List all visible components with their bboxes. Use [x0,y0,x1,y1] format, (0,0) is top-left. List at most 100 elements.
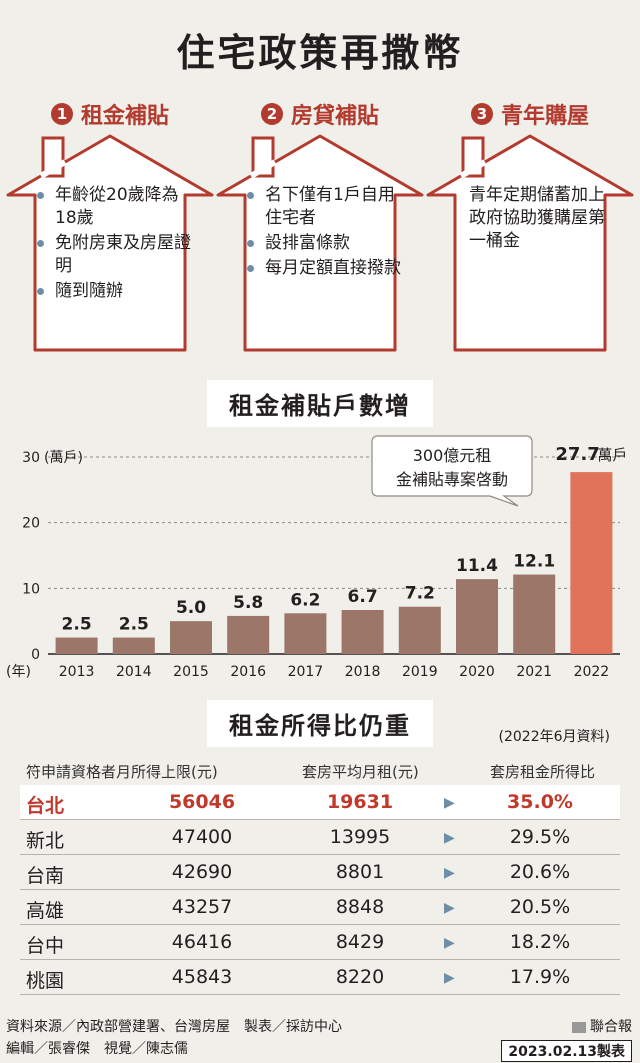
bar [170,621,212,654]
house-icon [216,134,424,352]
policy-text: 青年定期儲蓄加上政府協助獲購屋第一桶金 [455,184,620,253]
bar [284,613,327,654]
bullet-item: 設排富條款 [245,232,410,255]
income-cell: 42690 [171,861,233,883]
income-cell: 47400 [171,826,233,848]
y-tick-label: 0 [31,647,40,663]
header-rent: 套房平均月租(元) [302,763,419,781]
x-tick-label: 2019 [402,664,438,680]
policy-bullets: 年齡從20歲降為18歲 免附房東及房屋證明 隨到隨辦 [35,184,200,305]
date-stamp: 2023.02.13製表 [501,1040,632,1062]
ratio-cell: 20.6% [509,861,571,883]
city-cell: 台南 [26,865,65,887]
data-label: 6.2 [290,590,320,610]
income-cell: 45843 [171,966,233,988]
bullet-item: 年齡從20歲降為18歲 [35,184,200,230]
table-row: 台南 42690 8801 ▶ 20.6% [20,855,620,890]
editor-line: 編輯／張睿傑 視覺／陳志儒 [6,1041,188,1057]
bar-chart: 0 10 20 30 (萬戶) (年) 2013 2.5 2014 2.5 2015 5.0 2016 5… [6,435,627,680]
number-badge: 3 [470,103,493,125]
x-tick-label: 2021 [516,664,552,680]
bar [112,637,155,654]
house-icon [6,134,214,352]
city-cell: 台中 [26,935,65,957]
x-tick-label: 2016 [230,664,266,680]
rent-ratio-table: 符申請資格者月所得上限(元) 套房平均月租(元) 套房租金所得比 台北 5604… [20,755,620,995]
y-tick-label: 30 [22,450,40,466]
y-tick-label: 20 [22,516,40,532]
rent-cell: 19631 [326,791,394,813]
ratio-cell: 18.2% [509,931,571,953]
publisher-name: 聯合報 [590,1019,632,1035]
arrow-icon: ▶ [444,970,455,986]
data-label-unit: 萬戶 [597,446,627,464]
house-icon [426,134,634,352]
x-tick-label: 2022 [574,664,610,680]
bullet-item: 每月定額直接撥款 [245,257,410,280]
policy-title: 房貸補貼 [290,104,379,129]
footer-right: 聯合報 2023.02.13製表 [501,1016,632,1062]
data-label: 5.0 [176,598,206,618]
table-header: 符申請資格者月所得上限(元) 套房平均月租(元) 套房租金所得比 [20,755,620,785]
bullet-item: 隨到隨辦 [35,280,200,303]
chart-title: 租金補貼戶數增 [207,380,433,427]
arrow-icon: ▶ [444,900,455,916]
number-badge: 1 [50,103,73,125]
bar [570,472,613,654]
rent-cell: 8848 [335,896,385,918]
header-income: 符申請資格者月所得上限(元) [26,763,218,781]
table-title: 租金所得比仍重 [207,700,433,747]
annotation-line: 金補貼專案啓動 [396,470,508,489]
rent-cell: 8220 [335,966,385,988]
table-note: (2022年6月資料) [498,729,610,745]
y-unit-label: (萬戶) [44,450,83,466]
x-tick-label: 2018 [345,664,381,680]
data-label: 2.5 [62,615,92,635]
rent-cell: 8429 [335,931,385,953]
policy-bullets: 名下僅有1戶自用住宅者 設排富條款 每月定額直接撥款 [245,184,410,282]
x-unit-label: (年) [6,664,31,680]
rent-cell: 8801 [335,861,385,883]
data-label: 6.7 [348,587,378,607]
ratio-cell: 29.5% [509,826,571,848]
policy-title: 租金補貼 [80,104,169,129]
data-label: 2.5 [119,615,149,635]
source-line: 資料來源／內政部營建署、台灣房屋 製表／採訪中心 [6,1019,342,1035]
y-tick-label: 10 [22,581,40,597]
policy-header: 2 房貸補貼 [215,100,425,129]
rent-cell: 13995 [329,826,391,848]
chart-title-box: 租金補貼戶數增 [0,380,640,427]
bullet-item: 名下僅有1戶自用住宅者 [245,184,410,230]
bar [55,637,98,654]
policy-header: 1 租金補貼 [5,100,215,129]
income-cell: 46416 [171,931,233,953]
table-row: 桃園 45843 8220 ▶ 17.9% [20,960,620,995]
bar [513,574,556,654]
bullet-item: 免附房東及房屋證明 [35,232,200,278]
data-label: 5.8 [233,593,263,613]
bar [398,606,441,654]
policy-title: 青年購屋 [500,104,589,129]
arrow-icon: ▶ [444,865,455,881]
table-row: 新北 47400 13995 ▶ 29.5% [20,820,620,855]
policy-card-rent-subsidy: 1 租金補貼 年齡從20歲降為18歲 免附房東及房屋證明 隨到隨辦 [5,100,215,360]
table-row: 台中 46416 8429 ▶ 18.2% [20,925,620,960]
bar [227,615,270,654]
x-tick-label: 2014 [116,664,152,680]
bar [341,610,384,654]
table-title-box: 租金所得比仍重 [0,700,640,747]
x-tick-label: 2015 [173,664,209,680]
data-label: 11.4 [456,556,498,576]
city-cell: 新北 [26,830,65,852]
table-row: 高雄 43257 8848 ▶ 20.5% [20,890,620,925]
data-label: 7.2 [405,584,435,604]
city-cell: 台北 [26,795,65,817]
ratio-cell: 17.9% [509,966,571,988]
arrow-icon: ▶ [444,795,455,811]
annotation-callout [371,435,533,507]
x-tick-label: 2013 [59,664,95,680]
number-badge: 2 [260,103,283,125]
x-tick-label: 2020 [459,664,495,680]
city-cell: 桃園 [26,970,65,992]
policy-card-mortgage-subsidy: 2 房貸補貼 名下僅有1戶自用住宅者 設排富條款 每月定額直接撥款 [215,100,425,360]
